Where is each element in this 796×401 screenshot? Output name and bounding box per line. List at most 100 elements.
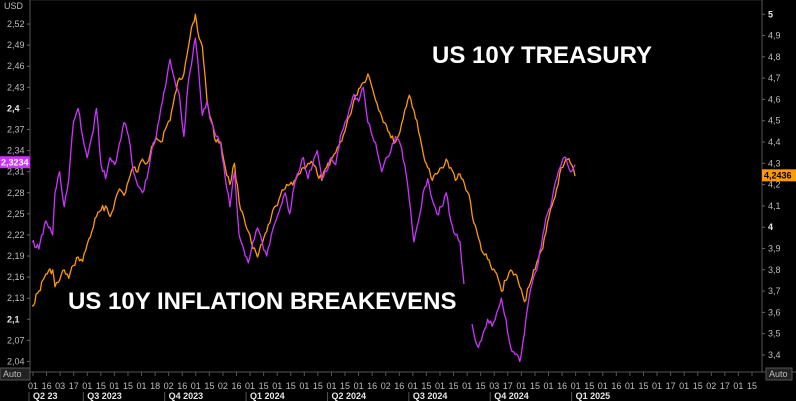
period-label: Q2 23	[33, 391, 58, 401]
x-tick-label: 15	[693, 381, 703, 391]
x-tick-label: 01	[625, 381, 635, 391]
x-tick-label: 01	[435, 381, 445, 391]
period-label: Q1 2024	[250, 391, 285, 401]
x-tick-label: 01	[462, 381, 472, 391]
left-current-tag	[0, 156, 30, 169]
auto-right-label: Auto	[769, 369, 788, 379]
x-tick-label: 01	[82, 381, 92, 391]
x-tick-label: 01	[191, 381, 201, 391]
left-tick-label: 2,43	[7, 82, 25, 92]
x-tick-label: 15	[340, 381, 350, 391]
left-tick-label: 2,31	[7, 167, 25, 177]
left-tick-label: 2,04	[7, 356, 25, 366]
x-tick-label: 01	[544, 381, 554, 391]
left-tick-label: 2,34	[7, 146, 25, 156]
x-tick-label: 15	[96, 381, 106, 391]
x-tick-label: 01	[733, 381, 743, 391]
x-tick-label: 03	[489, 381, 499, 391]
left-tick-label: 2,4	[7, 103, 20, 113]
x-tick-label: 01	[354, 381, 364, 391]
x-tick-label: 15	[123, 381, 133, 391]
x-tick-label: 17	[666, 381, 676, 391]
x-tick-label: 16	[367, 381, 377, 391]
x-tick-label: 17	[720, 381, 730, 391]
x-tick-label: 16	[611, 381, 621, 391]
right-tick-label: 4	[768, 222, 773, 232]
treasury-annotation: US 10Y TREASURY	[428, 40, 688, 72]
right-tick-label: 4,4	[768, 137, 781, 147]
right-tick-label: 3,9	[768, 243, 781, 253]
x-tick-label: 18	[150, 381, 160, 391]
x-tick-label: 15	[476, 381, 486, 391]
period-label: Q4 2024	[494, 391, 529, 401]
breakeven-annotation: US 10Y INFLATION BREAKEVENS	[64, 284, 478, 324]
left-tick-label: 2,13	[7, 293, 25, 303]
x-tick-label: 16	[177, 381, 187, 391]
left-axis: USD 2,52 2,49 2,46 2,43 2,4 2,37 2,34 2,31 2,28 2,…	[0, 0, 31, 372]
period-label: Q3 2023	[87, 391, 122, 401]
right-tick-label: 3,8	[768, 265, 781, 275]
x-tick-label: 15	[421, 381, 431, 391]
left-tick-label: 2,16	[7, 272, 25, 282]
right-axis-panel	[762, 0, 796, 372]
left-tick-label: 2,46	[7, 61, 25, 71]
x-tick-label: 15	[449, 381, 459, 391]
series-line-treasury	[31, 13, 576, 307]
right-tick-label: 4,3	[768, 158, 781, 168]
left-tick-label: 2,07	[7, 335, 25, 345]
right-tick-label: 4,2	[768, 180, 781, 190]
auto-left-box	[0, 367, 31, 381]
x-tick-label: 01	[652, 381, 662, 391]
x-tick-label: 01	[245, 381, 255, 391]
x-tick-label: 01	[109, 381, 119, 391]
x-tick-label: 01	[598, 381, 608, 391]
period-label: Q2 2024	[331, 391, 366, 401]
x-tick-label: 15	[747, 381, 757, 391]
x-tick-label: 17	[503, 381, 513, 391]
x-tick-label: 02	[164, 381, 174, 391]
x-tick-label: 03	[55, 381, 65, 391]
right-tick-label: 4,6	[768, 94, 781, 104]
right-tick-label: 3,5	[768, 329, 781, 339]
right-tick-label: 4,9	[768, 31, 781, 41]
x-tick-label: 15	[638, 381, 648, 391]
right-tick-label: 5	[768, 9, 773, 19]
x-tick-label: 02	[218, 381, 228, 391]
x-tick-label: 15	[204, 381, 214, 391]
x-tick-label: 01	[516, 381, 526, 391]
left-current-value: 2,3234	[1, 157, 29, 167]
left-tick-label: 2,49	[7, 40, 25, 50]
auto-right-box	[765, 367, 793, 381]
x-tick-label: 16	[557, 381, 567, 391]
left-tick-label: 2,37	[7, 124, 25, 134]
right-current-value: 4,2436	[764, 170, 792, 180]
x-tick-label: 15	[286, 381, 296, 391]
x-tick-label: 01	[326, 381, 336, 391]
x-tick-label: 01	[299, 381, 309, 391]
x-tick-label: 15	[530, 381, 540, 391]
left-tick-label: 2,52	[7, 19, 25, 29]
left-tick-label: 2,1	[7, 314, 20, 324]
left-axis-unit: USD	[4, 1, 24, 11]
x-tick-label: 15	[313, 381, 323, 391]
x-tick-label: 16	[231, 381, 241, 391]
right-tick-label: 3,7	[768, 286, 781, 296]
series-line-breakevens	[31, 37, 576, 363]
left-axis-panel	[0, 0, 30, 372]
x-tick-label: 01	[571, 381, 581, 391]
period-label: Q4 2023	[169, 391, 204, 401]
x-axis-panel	[0, 372, 796, 401]
right-axis: 5 4,9 4,8 4,7 4,6 4,5 4,4 4,3 4,2 4,1 4 3,9 3,8 3,7 3,…	[761, 0, 796, 372]
right-tick-label: 4,5	[768, 116, 781, 126]
period-label: Q3 2024	[413, 391, 448, 401]
left-tick-label: 2,19	[7, 251, 25, 261]
x-tick-label: 01	[679, 381, 689, 391]
x-tick-label: 02	[706, 381, 716, 391]
x-tick-label: 17	[69, 381, 79, 391]
right-tick-label: 3,6	[768, 307, 781, 317]
right-tick-label: 3,4	[768, 350, 781, 360]
right-tick-label: 4,1	[768, 201, 781, 211]
x-tick-label: 16	[42, 381, 52, 391]
x-tick-label: 01	[137, 381, 147, 391]
